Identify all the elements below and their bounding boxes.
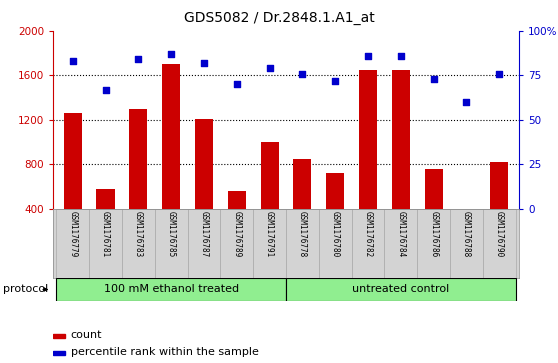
Bar [56,209,89,278]
Bar [392,70,410,253]
Point [232,81,241,87]
Bar [53,351,65,355]
Bar [53,334,65,338]
Bar [483,209,516,278]
Bar [458,209,475,253]
Text: protocol: protocol [3,285,48,294]
Bar [155,209,187,278]
Point [199,60,208,66]
Bar [261,142,278,253]
Bar [359,70,377,253]
Bar [228,191,246,253]
Bar [490,162,508,253]
Text: GSM1176790: GSM1176790 [495,211,504,257]
Point [331,78,340,83]
Text: GSM1176788: GSM1176788 [462,211,471,257]
Text: GSM1176782: GSM1176782 [363,211,373,257]
Point [396,53,405,59]
Bar [187,209,220,278]
Point [265,65,274,71]
Point [462,99,471,105]
Text: GSM1176789: GSM1176789 [232,211,241,257]
Text: GSM1176780: GSM1176780 [331,211,340,257]
Bar [450,209,483,278]
Text: GSM1176783: GSM1176783 [134,211,143,257]
Bar [286,278,516,301]
Point [134,56,143,62]
Point [167,51,176,57]
Text: GSM1176786: GSM1176786 [429,211,438,257]
Bar [253,209,286,278]
Bar [352,209,384,278]
Point [495,71,504,77]
Bar [294,159,311,253]
Text: GSM1176781: GSM1176781 [101,211,110,257]
Bar [319,209,352,278]
Bar [425,169,442,253]
Bar [417,209,450,278]
Text: GSM1176787: GSM1176787 [199,211,209,257]
Text: percentile rank within the sample: percentile rank within the sample [71,347,258,357]
Bar [195,119,213,253]
Bar [97,189,114,253]
Point [364,53,373,59]
Point [101,87,110,93]
Bar [286,209,319,278]
Text: GSM1176779: GSM1176779 [68,211,77,257]
Bar [326,173,344,253]
Bar [64,113,81,253]
Text: GSM1176778: GSM1176778 [298,211,307,257]
Text: 100 mM ethanol treated: 100 mM ethanol treated [104,285,239,294]
Point [429,76,438,82]
Bar [384,209,417,278]
Text: GSM1176784: GSM1176784 [396,211,405,257]
Point [298,71,307,77]
Text: untreated control: untreated control [352,285,449,294]
Text: GDS5082 / Dr.2848.1.A1_at: GDS5082 / Dr.2848.1.A1_at [184,11,374,25]
Text: GSM1176791: GSM1176791 [265,211,274,257]
Bar [122,209,155,278]
Text: GSM1176785: GSM1176785 [167,211,176,257]
Bar [220,209,253,278]
Bar [129,109,147,253]
Bar [89,209,122,278]
Point [68,58,77,64]
Text: count: count [71,330,102,340]
Bar [162,64,180,253]
Bar [56,278,286,301]
